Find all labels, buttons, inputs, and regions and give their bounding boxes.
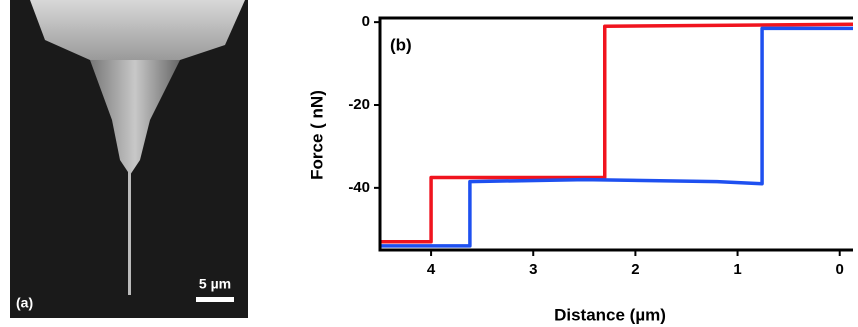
sem-image: 5 µm (a) xyxy=(10,0,248,318)
x-tick-label: 1 xyxy=(733,261,741,278)
y-tick-label: -40 xyxy=(348,179,370,196)
panel-label: (b) xyxy=(390,35,412,54)
scale-bar-label: 5 µm xyxy=(199,276,231,292)
data-line xyxy=(380,22,854,244)
y-tick-label: -20 xyxy=(348,96,370,113)
x-axis-label: Distance (µm) xyxy=(554,305,666,324)
scale-bar xyxy=(196,297,234,302)
x-tick-label: 0 xyxy=(836,261,844,278)
panel-label: (a) xyxy=(16,295,33,311)
y-axis-label: Force ( nN) xyxy=(307,90,326,180)
nanoneedle xyxy=(128,170,131,295)
axes-frame xyxy=(378,16,853,252)
x-tick-label: 3 xyxy=(529,261,537,278)
cantilever xyxy=(30,0,245,60)
tip-cone xyxy=(90,60,180,175)
x-tick-label: 4 xyxy=(427,261,436,278)
y-tick-label: 0 xyxy=(362,13,370,30)
data-line xyxy=(380,26,853,248)
x-tick-label: 2 xyxy=(631,261,639,278)
